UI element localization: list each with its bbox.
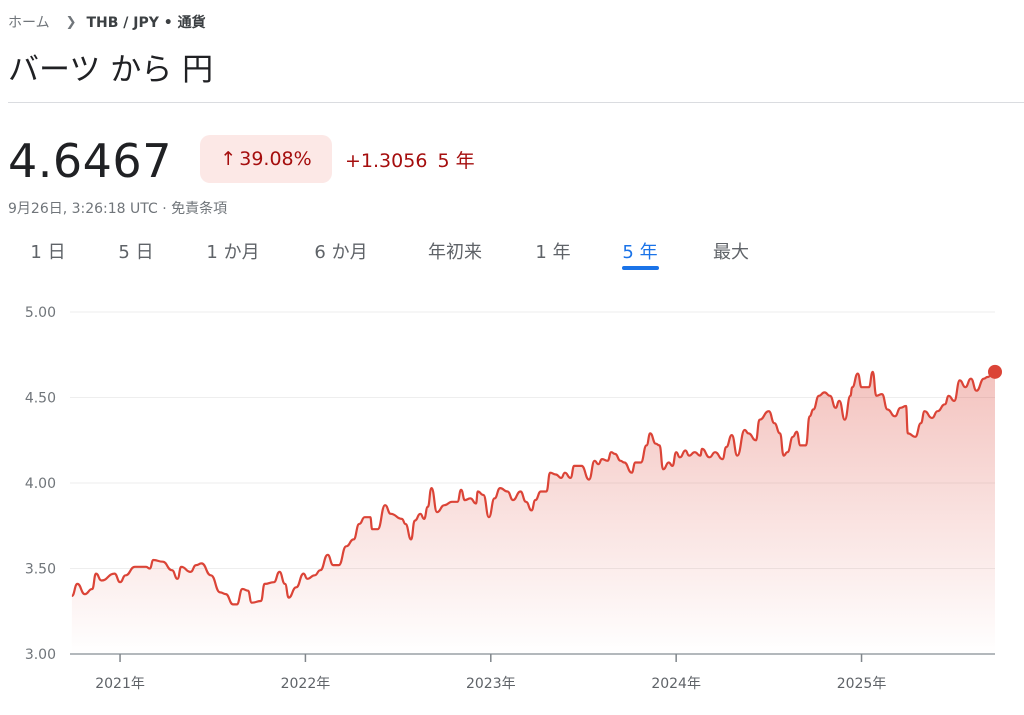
tab-1y[interactable]: 1 年 <box>535 242 571 263</box>
divider <box>8 102 1024 103</box>
area-fill <box>71 371 996 654</box>
y-tick-label: 5.00 <box>25 305 56 321</box>
x-tick-label: 2024年 <box>651 676 701 692</box>
last-point-marker <box>988 364 1002 379</box>
y-tick-label: 3.50 <box>25 562 56 578</box>
y-tick-label: 4.50 <box>25 391 56 407</box>
change-percent: 39.08% <box>239 148 312 170</box>
breadcrumb-home-link[interactable]: ホーム <box>8 15 50 31</box>
tab-6m[interactable]: 6 か月 <box>314 242 368 263</box>
breadcrumb: ホーム ❯ THB / JPY • 通貨 <box>8 12 206 32</box>
y-tick-label: 3.00 <box>25 647 56 663</box>
change-period: 5 年 <box>437 150 475 172</box>
x-tick-label: 2023年 <box>466 676 516 692</box>
current-price: 4.6467 <box>8 134 172 188</box>
x-tick-label: 2022年 <box>281 676 331 692</box>
tab-1d[interactable]: 1 日 <box>30 242 66 263</box>
page-title: バーツ から 円 <box>8 52 214 88</box>
change-value: +1.3056 <box>345 150 428 172</box>
chevron-right-icon: ❯ <box>65 14 77 30</box>
tab-1m[interactable]: 1 か月 <box>206 242 260 263</box>
tab-max[interactable]: 最大 <box>713 242 749 263</box>
tab-ytd[interactable]: 年初来 <box>428 242 482 263</box>
change-percent-badge: ↑ 39.08% <box>200 135 332 183</box>
timestamp-line: 9月26日, 3:26:18 UTC · 免責条項 <box>8 198 227 218</box>
disclaimer-link[interactable]: 免責条項 <box>171 201 228 217</box>
change-absolute: +1.3056 5 年 <box>345 146 475 173</box>
tab-5y[interactable]: 5 年 <box>622 242 658 263</box>
tab-5d[interactable]: 5 日 <box>118 242 154 263</box>
timestamp: 9月26日, 3:26:18 UTC <box>8 201 158 217</box>
arrow-up-icon: ↑ <box>220 148 237 170</box>
y-tick-label: 4.00 <box>25 476 56 492</box>
x-tick-label: 2021年 <box>95 676 145 692</box>
series-line <box>71 370 996 606</box>
x-tick-label: 2025年 <box>837 676 887 692</box>
breadcrumb-current: THB / JPY • 通貨 <box>86 15 206 31</box>
separator-dot: · <box>162 201 167 217</box>
selected-tab-indicator <box>622 266 659 270</box>
